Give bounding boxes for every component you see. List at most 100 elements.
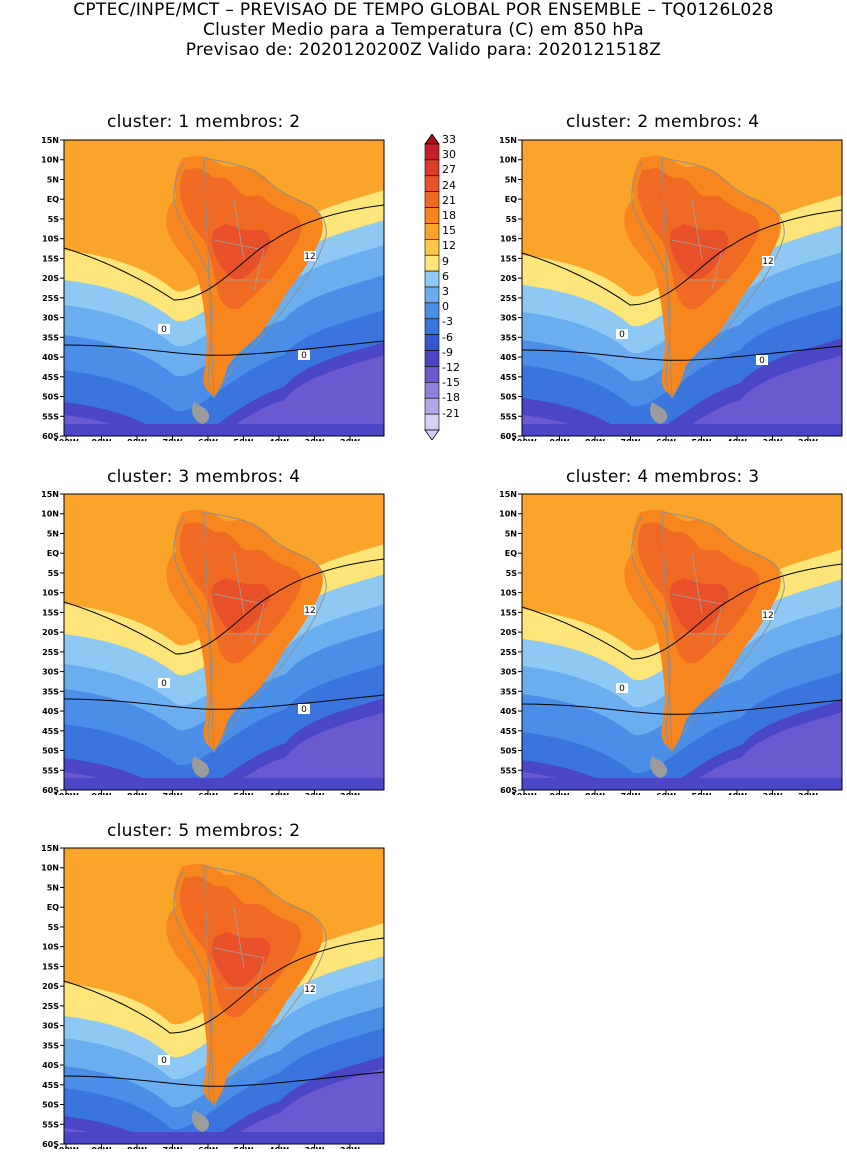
panel-title-cluster-1: cluster: 1 membros: 2 <box>107 112 301 132</box>
political-borders <box>213 199 274 291</box>
colorbar-swatch <box>424 397 440 415</box>
lon-label: 100W <box>511 438 537 441</box>
map-frame <box>63 139 385 437</box>
colorbar-label: 9 <box>442 254 449 268</box>
lat-label: 10S <box>42 589 59 598</box>
contour-label: 0 <box>161 679 167 689</box>
lon-label: 40W <box>727 792 747 795</box>
temperature-band <box>64 355 384 436</box>
lon-label: 20W <box>798 438 818 441</box>
contour-12 <box>64 937 384 1034</box>
colorbar-swatch <box>424 191 440 208</box>
map-frame <box>521 493 843 791</box>
lat-label: 55S <box>500 766 517 775</box>
lon-label: 70W <box>163 1146 183 1149</box>
tierra-del-fuego <box>192 402 210 424</box>
map-frame <box>63 847 385 1145</box>
lat-label: 35S <box>500 687 517 696</box>
colorbar-swatch <box>424 207 440 224</box>
colorbar-swatch <box>424 270 440 288</box>
coastline <box>173 157 327 400</box>
colorbar-swatch <box>424 318 440 335</box>
lon-label: 60W <box>656 438 676 441</box>
lon-label: 60W <box>198 1146 218 1149</box>
temperature-band <box>64 1068 384 1144</box>
lat-label: EQ <box>47 549 59 558</box>
lat-label: 45S <box>42 727 59 736</box>
contour-label: 0 <box>619 330 625 340</box>
lat-label: 20S <box>42 628 59 637</box>
lat-label: 60S <box>500 786 517 795</box>
lon-label: 30W <box>763 438 783 441</box>
contour-label: 12 <box>304 606 315 616</box>
lat-label: 45S <box>500 727 517 736</box>
lat-label: 15N <box>499 490 517 499</box>
panel-title-cluster-5: cluster: 5 membros: 2 <box>107 821 301 841</box>
lon-label: 90W <box>92 438 112 441</box>
lat-label: 40S <box>500 707 517 716</box>
contour-label-bg <box>762 610 774 620</box>
lat-label: 30S <box>500 668 517 677</box>
colorbar-arrow-top <box>424 134 440 145</box>
lat-label: 25S <box>42 648 59 657</box>
lat-label: 10S <box>500 235 517 244</box>
lon-label: 70W <box>621 438 641 441</box>
lon-label: 50W <box>234 438 254 441</box>
lat-label: 30S <box>42 668 59 677</box>
band-cold-strip <box>64 424 384 436</box>
contour-label: 0 <box>759 356 765 366</box>
map-frame <box>521 139 843 437</box>
contour-label-bg <box>298 704 310 714</box>
map-panel-cluster-5: 12 0 15N 10N 5N EQ 5S 10S 15S 20S 25S 30S 35S 40S 45S 5… <box>41 844 385 1149</box>
lat-label: 20S <box>500 628 517 637</box>
contour-label-bg <box>158 1055 170 1065</box>
lat-label: 50S <box>42 393 59 402</box>
map-frame <box>63 493 385 791</box>
band-27-30 <box>670 578 729 634</box>
contour-0 <box>522 345 842 361</box>
lon-label: 40W <box>269 1146 289 1149</box>
lon-label: 70W <box>163 438 183 441</box>
colorbar-label: -15 <box>442 376 460 390</box>
lat-label: 10N <box>499 510 517 519</box>
contour-0 <box>522 699 842 715</box>
lat-label: 55S <box>42 1120 59 1129</box>
lon-label: 40W <box>727 438 747 441</box>
lat-label: 10N <box>41 864 59 873</box>
lon-label: 90W <box>550 792 570 795</box>
lat-label: 55S <box>42 412 59 421</box>
contour-label: 0 <box>301 705 307 715</box>
lon-label: 40W <box>269 438 289 441</box>
lat-label: 45S <box>42 373 59 382</box>
lat-label: 45S <box>42 1081 59 1090</box>
colorbar-label: -3 <box>442 315 453 329</box>
lat-label: 60S <box>42 786 59 795</box>
contour-12 <box>64 558 384 655</box>
contour-label-bg <box>304 251 316 261</box>
lon-label: 30W <box>305 438 325 441</box>
lon-label: 50W <box>692 438 712 441</box>
lon-label: 20W <box>340 792 360 795</box>
header-title-line1: CPTEC/INPE/MCT – PREVISAO DE TEMPO GLOBA… <box>73 0 774 20</box>
lat-label: 40S <box>42 353 59 362</box>
lat-label: 5S <box>48 923 60 932</box>
band-cold-strip <box>64 778 384 790</box>
contour-0 <box>64 340 384 356</box>
lat-label: 35S <box>500 333 517 342</box>
lat-label: 40S <box>42 707 59 716</box>
political-borders <box>671 199 732 291</box>
lat-label: 5S <box>48 569 60 578</box>
contour-label-bg <box>158 678 170 688</box>
lat-label: 5N <box>505 175 517 184</box>
lon-label: 90W <box>550 438 570 441</box>
lon-label: 60W <box>198 792 218 795</box>
temperature-band <box>522 712 842 790</box>
lat-label: EQ <box>47 195 59 204</box>
lat-label: 50S <box>42 1101 59 1110</box>
temperature-band <box>522 355 842 436</box>
lat-label: 10N <box>41 510 59 519</box>
lat-label: 15S <box>500 254 517 263</box>
contour-12 <box>522 563 842 660</box>
tierra-del-fuego <box>650 756 668 778</box>
band-cold-strip <box>64 1132 384 1144</box>
